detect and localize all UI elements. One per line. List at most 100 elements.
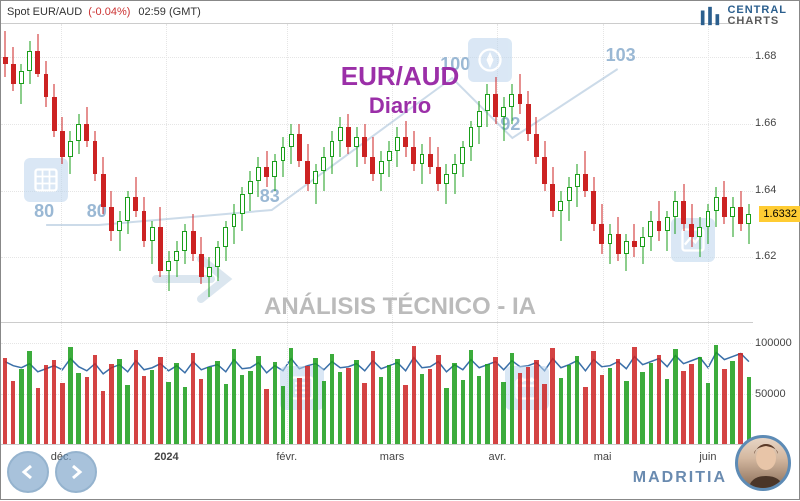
candlestick [746, 24, 751, 324]
candlestick [182, 24, 187, 324]
candlestick [673, 24, 678, 324]
volume-bar [501, 382, 505, 444]
volume-bar [477, 376, 481, 444]
volume-bar [3, 358, 7, 444]
pct-change: (-0.04%) [88, 6, 130, 18]
volume-bar [583, 387, 587, 444]
volume-bar [60, 383, 64, 444]
volume-bar [640, 372, 644, 444]
volume-bar [68, 347, 72, 444]
avatar-icon[interactable] [735, 435, 791, 491]
x-tick-label: avr. [488, 451, 506, 463]
candlestick [232, 24, 237, 324]
candlestick [738, 24, 743, 324]
candlestick [11, 24, 16, 324]
candlestick [444, 24, 449, 324]
candlestick [76, 24, 81, 324]
vol-tick-label: 100000 [755, 337, 792, 349]
volume-bar [346, 368, 350, 444]
volume-bar [281, 386, 285, 444]
volume-bar [469, 350, 473, 444]
candlestick [52, 24, 57, 324]
logo-bars-icon [699, 5, 721, 27]
volume-bar [330, 354, 334, 444]
candlestick [109, 24, 114, 324]
candlestick [542, 24, 547, 324]
y-tick-label: 1.66 [755, 117, 776, 129]
candlestick [485, 24, 490, 324]
candlestick [289, 24, 294, 324]
candlestick [714, 24, 719, 324]
volume-bar [207, 367, 211, 444]
volume-bar [150, 370, 154, 444]
x-tick-label: mars [380, 451, 404, 463]
candlestick [35, 24, 40, 324]
volume-bar [420, 374, 424, 444]
volume-bar [264, 389, 268, 444]
candlestick [338, 24, 343, 324]
volume-bar [526, 367, 530, 444]
candlestick [256, 24, 261, 324]
candlestick [648, 24, 653, 324]
candlestick [305, 24, 310, 324]
candlestick [248, 24, 253, 324]
candlestick [599, 24, 604, 324]
volume-bar [436, 355, 440, 444]
candlestick [420, 24, 425, 324]
volume-bar [362, 383, 366, 444]
price-y-axis: 1.681.661.641.62 [751, 23, 799, 323]
price-badge: 1.6332 [759, 206, 800, 222]
volume-chart-pane[interactable] [1, 323, 753, 445]
volume-bar [305, 366, 309, 444]
volume-bar [273, 362, 277, 444]
volume-bar [493, 357, 497, 444]
candlestick [428, 24, 433, 324]
candlestick [44, 24, 49, 324]
volume-bar [649, 363, 653, 444]
volume-bar [518, 373, 522, 444]
volume-bar [109, 364, 113, 444]
candlestick [550, 24, 555, 324]
next-arrow-button[interactable] [55, 451, 97, 493]
volume-bar [608, 368, 612, 444]
candlestick [3, 24, 8, 324]
candlestick [142, 24, 147, 324]
candlestick [362, 24, 367, 324]
arrow-left-icon [18, 462, 38, 482]
candlestick [264, 24, 269, 324]
volume-bar [591, 351, 595, 444]
candlestick [27, 24, 32, 324]
volume-bar [395, 359, 399, 444]
candlestick [199, 24, 204, 324]
candlestick [632, 24, 637, 324]
candlestick [534, 24, 539, 324]
candlestick [60, 24, 65, 324]
volume-bar [412, 346, 416, 444]
candlestick [452, 24, 457, 324]
volume-bar [183, 387, 187, 444]
candlestick [240, 24, 245, 324]
candlestick [722, 24, 727, 324]
candlestick [730, 24, 735, 324]
candlestick [436, 24, 441, 324]
candlestick [207, 24, 212, 324]
volume-bar [534, 360, 538, 444]
price-chart-pane[interactable]: 1.633280808310092103 [1, 23, 753, 323]
candlestick [330, 24, 335, 324]
logo-line2: CHARTS [727, 16, 787, 27]
time-label: 02:59 (GMT) [138, 6, 200, 18]
volume-bar [322, 381, 326, 444]
volume-bar [738, 353, 742, 445]
prev-arrow-button[interactable] [7, 451, 49, 493]
volume-bar [600, 375, 604, 444]
candlestick [657, 24, 662, 324]
candlestick [370, 24, 375, 324]
candlestick [297, 24, 302, 324]
candlestick [101, 24, 106, 324]
candlestick [501, 24, 506, 324]
y-tick-label: 1.68 [755, 50, 776, 62]
volume-bar [730, 361, 734, 444]
candlestick [591, 24, 596, 324]
candlestick [191, 24, 196, 324]
volume-bar [542, 384, 546, 444]
